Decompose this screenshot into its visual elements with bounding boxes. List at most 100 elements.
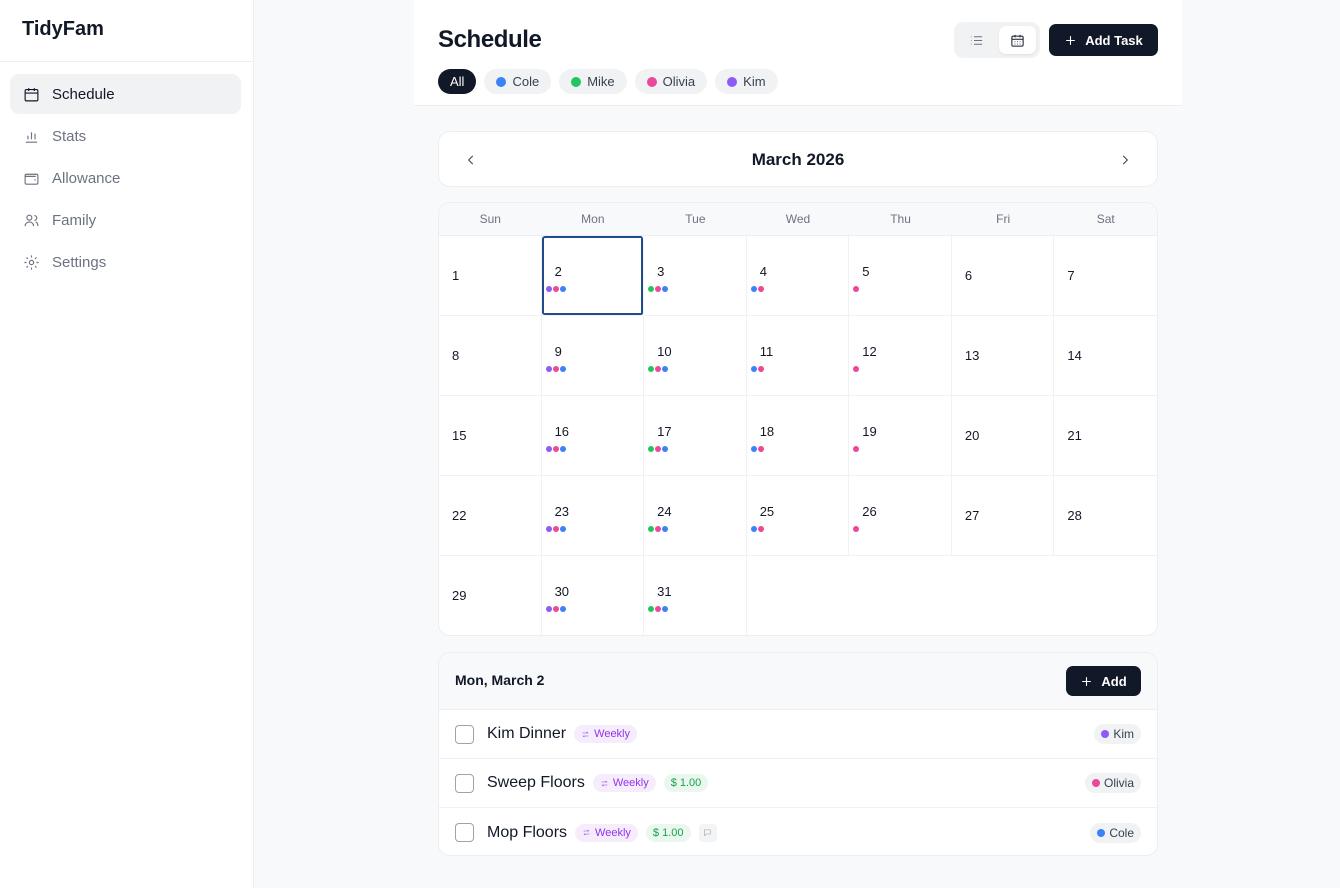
calendar-day-cell[interactable]: 22 xyxy=(439,476,542,556)
task-dots xyxy=(545,366,566,372)
task-dot xyxy=(757,286,764,292)
calendar-day-cell[interactable]: 8 xyxy=(439,316,542,396)
calendar-day-cell[interactable]: 15 xyxy=(439,396,542,476)
calendar-day-cell[interactable]: 29 xyxy=(439,556,542,635)
users-icon xyxy=(22,211,40,229)
task-checkbox[interactable] xyxy=(455,773,474,793)
task-dot xyxy=(559,606,566,612)
sidebar-item-schedule[interactable]: Schedule xyxy=(10,74,241,114)
calendar-day-cell[interactable]: 27 xyxy=(951,476,1055,556)
previous-month-button[interactable] xyxy=(461,150,481,170)
calendar-day-cell[interactable]: 10 xyxy=(644,316,747,396)
task-dot xyxy=(559,286,566,292)
day-task-panel: Mon, March 2 Add Kim Dinner Weekly Kim xyxy=(438,652,1158,856)
calendar-day-cell[interactable]: 13 xyxy=(951,316,1055,396)
task-dot xyxy=(757,446,764,452)
task-dots xyxy=(750,526,764,532)
calendar-day-cell[interactable]: 20 xyxy=(951,396,1055,476)
brand-logo: TidyFam xyxy=(0,0,253,62)
task-dot xyxy=(545,286,552,292)
day-number: 17 xyxy=(657,424,672,439)
filter-chip-label: All xyxy=(450,74,465,89)
member-color-dot xyxy=(571,76,582,87)
task-dots xyxy=(853,286,860,292)
list-icon xyxy=(969,33,984,48)
task-dots xyxy=(853,366,860,372)
calendar-day-cell[interactable]: 26 xyxy=(849,476,952,556)
task-dot xyxy=(662,366,669,372)
add-task-label: Add Task xyxy=(1085,32,1143,48)
task-dots xyxy=(648,446,669,452)
filter-chip-mike[interactable]: Mike xyxy=(559,69,627,94)
task-row: Mop Floors Weekly $ 1.00 Cole xyxy=(439,808,1157,855)
calendar-day-cell[interactable]: 12 xyxy=(849,316,952,396)
task-dot xyxy=(552,526,559,532)
calendar-day-cell[interactable]: 18 xyxy=(746,396,850,476)
calendar-day-cell[interactable]: 2 xyxy=(541,236,645,316)
task-dot xyxy=(757,366,764,372)
calendar-day-cell[interactable]: 4 xyxy=(746,236,850,316)
filter-chip-cole[interactable]: Cole xyxy=(484,69,552,94)
sidebar-item-settings[interactable]: Settings xyxy=(10,242,241,282)
calendar-day-cell[interactable]: 21 xyxy=(1054,396,1157,476)
calendar-icon xyxy=(22,85,40,103)
calendar-day-cell[interactable]: 14 xyxy=(1054,316,1157,396)
task-checkbox[interactable] xyxy=(455,724,474,744)
sidebar-item-stats[interactable]: Stats xyxy=(10,116,241,156)
filter-chip-label: Olivia xyxy=(662,74,696,89)
task-dots xyxy=(545,606,566,612)
day-number: 27 xyxy=(964,508,980,523)
task-dots xyxy=(648,366,669,372)
calendar-day-cell[interactable]: 16 xyxy=(541,396,645,476)
add-task-button[interactable]: Add Task xyxy=(1049,24,1158,56)
task-dot xyxy=(655,606,662,612)
weekday-label: Fri xyxy=(996,212,1011,226)
sidebar-item-allowance[interactable]: Allowance xyxy=(10,158,241,198)
calendar-day-cell[interactable]: 6 xyxy=(951,236,1055,316)
bar-chart-icon xyxy=(22,127,40,145)
calendar-day-cell[interactable]: 31 xyxy=(644,556,747,635)
calendar-day-cell[interactable]: 30 xyxy=(541,556,645,635)
list-view-button[interactable] xyxy=(958,26,995,54)
next-month-button[interactable] xyxy=(1115,150,1135,170)
filter-chip-all[interactable]: All xyxy=(438,69,477,94)
task-dots xyxy=(648,286,669,292)
task-dots xyxy=(545,286,566,292)
recurrence-label: Weekly xyxy=(594,728,631,740)
task-dot xyxy=(648,366,655,372)
add-day-task-button[interactable]: Add xyxy=(1066,666,1141,696)
day-number: 2 xyxy=(554,264,562,279)
month-navigator: March 2026 xyxy=(438,131,1158,187)
calendar-day-cell[interactable]: 28 xyxy=(1054,476,1157,556)
calendar-day-cell[interactable]: 1 xyxy=(439,236,542,316)
task-panel-header: Mon, March 2 Add xyxy=(439,653,1157,710)
assignee-name: Kim xyxy=(1113,727,1134,741)
sidebar-item-label: Family xyxy=(52,211,97,229)
task-checkbox[interactable] xyxy=(455,823,474,842)
day-number: 25 xyxy=(759,504,775,519)
calendar-day-cell[interactable]: 11 xyxy=(746,316,850,396)
filter-chip-olivia[interactable]: Olivia xyxy=(634,69,708,94)
calendar-day-cell[interactable]: 9 xyxy=(541,316,645,396)
calendar-day-cell[interactable]: 7 xyxy=(1054,236,1157,316)
task-dot xyxy=(655,286,662,292)
filter-chip-kim[interactable]: Kim xyxy=(715,69,778,94)
sidebar-nav: Schedule Stats Allowance Family xyxy=(0,62,253,282)
sidebar-item-family[interactable]: Family xyxy=(10,200,241,240)
calendar-day-cell[interactable]: 5 xyxy=(849,236,952,316)
calendar-day-cell[interactable]: 19 xyxy=(849,396,952,476)
calendar-day-cell[interactable]: 24 xyxy=(644,476,747,556)
task-dots xyxy=(648,526,669,532)
plus-icon xyxy=(1064,34,1077,47)
weekday-label: Wed xyxy=(785,212,811,226)
calendar-day-cell[interactable]: 3 xyxy=(644,236,747,316)
family-filter-chips: All Cole Mike Olivia Kim xyxy=(438,69,778,94)
month-calendar: Sun Mon Tue Wed Thu Fri Sat 1 2 3 4 5 6 7 8 9 10 1… xyxy=(438,202,1158,636)
chevron-left-icon xyxy=(464,153,478,167)
calendar-day-cell[interactable]: 25 xyxy=(746,476,850,556)
day-number: 5 xyxy=(862,264,870,279)
calendar-day-cell[interactable]: 23 xyxy=(541,476,645,556)
calendar-day-cell[interactable]: 17 xyxy=(644,396,747,476)
calendar-view-button[interactable] xyxy=(999,26,1036,54)
